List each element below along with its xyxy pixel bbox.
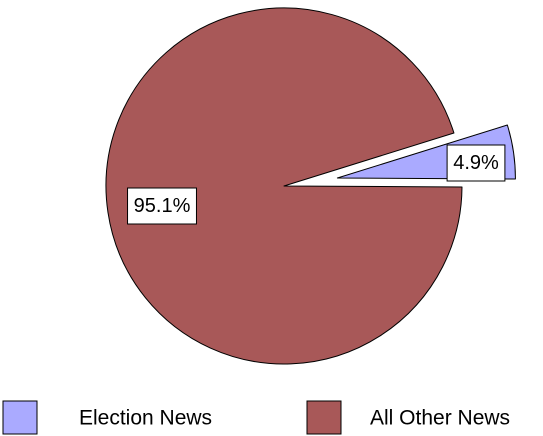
legend-label: Election News: [79, 407, 212, 430]
legend-item-election-news: Election News: [2, 400, 212, 435]
legend-label: All Other News: [370, 407, 510, 430]
legend: Election News All Other News: [2, 400, 510, 435]
data-label-all-other-news: 95.1%: [127, 187, 197, 225]
pie-slices: [105, 7, 516, 365]
data-label-election-news: 4.9%: [446, 144, 506, 182]
data-label-box: [127, 187, 197, 225]
data-label-box: [446, 144, 506, 182]
data-label-text: 95.1%: [134, 195, 191, 217]
pie-slice-all-other-news: [105, 7, 463, 365]
data-labels: 4.9% 95.1%: [127, 144, 506, 225]
data-label-text: 4.9%: [453, 152, 499, 174]
legend-swatch: [306, 400, 342, 435]
legend-item-all-other-news: All Other News: [306, 400, 510, 435]
legend-swatch: [2, 400, 38, 435]
